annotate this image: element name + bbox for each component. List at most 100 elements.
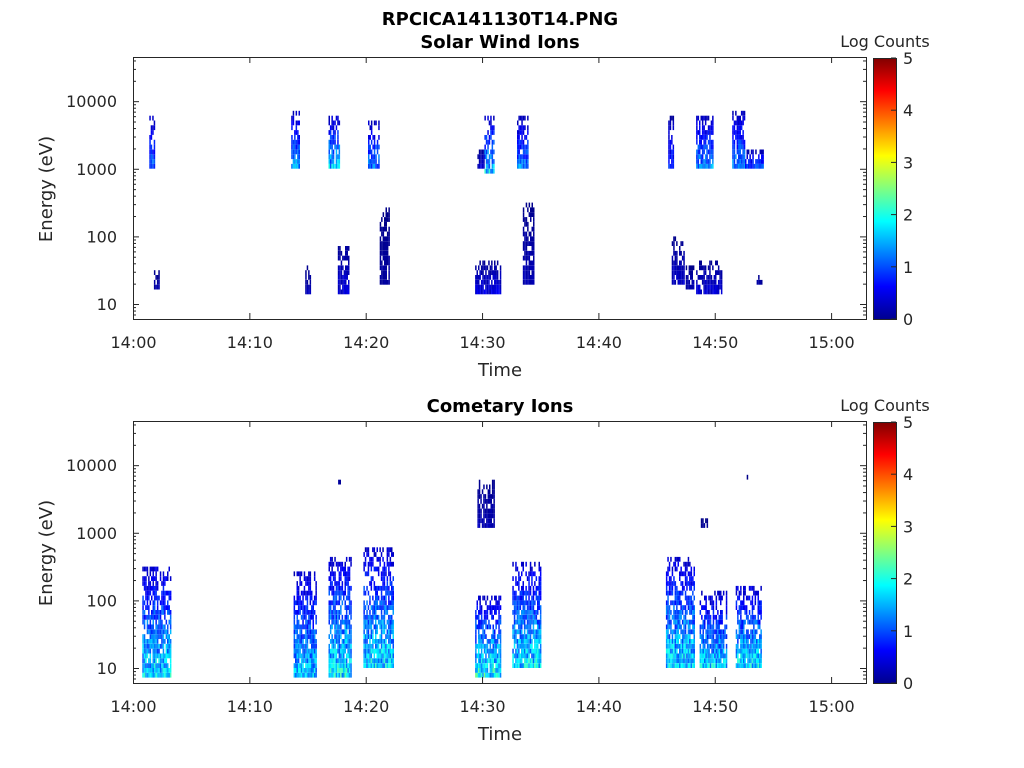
spectrogram-cell — [679, 260, 681, 266]
spectrogram-cell — [329, 639, 332, 644]
spectrogram-cell — [386, 619, 389, 625]
spectrogram-cell — [701, 605, 703, 610]
spectrogram-cell — [528, 634, 530, 639]
spectrogram-cell — [345, 284, 347, 290]
spectrogram-cell — [156, 614, 159, 620]
spectrogram-cell — [671, 639, 674, 644]
spectrogram-cell — [343, 566, 345, 572]
spectrogram-cell — [755, 159, 757, 164]
spectrogram-cell — [674, 610, 677, 615]
spectrogram-cell — [674, 581, 677, 586]
spectrogram-cell — [475, 643, 477, 649]
spectrogram-cell — [539, 614, 542, 620]
spectrogram-cell — [481, 523, 484, 528]
spectrogram-cell — [161, 658, 163, 664]
spectrogram-cell — [532, 600, 535, 606]
spectrogram-cell — [668, 576, 671, 581]
spectrogram-cell — [495, 605, 497, 610]
spectrogram-cell — [704, 605, 706, 610]
spectrogram-cell — [332, 576, 335, 581]
spectrogram-cell — [388, 265, 390, 271]
spectrogram-cell — [478, 668, 480, 673]
spectrogram-cell — [702, 619, 704, 625]
spectrogram-cell — [341, 581, 344, 586]
spectrogram-cell — [335, 144, 338, 150]
spectrogram-cell — [345, 658, 348, 664]
spectrogram-cell — [690, 571, 693, 577]
spectrogram-cell — [315, 614, 317, 620]
spectrogram-cell — [153, 629, 156, 635]
spectrogram-cell — [759, 624, 761, 630]
spectrogram-cell — [513, 653, 516, 659]
spectrogram-cell — [494, 643, 496, 649]
spectrogram-cell — [717, 265, 720, 271]
spectrogram-cell — [485, 634, 487, 639]
spectrogram-cell — [308, 614, 310, 620]
spectrogram-cell — [665, 634, 668, 639]
spectrogram-cell — [529, 600, 532, 606]
spectrogram-cell — [486, 668, 489, 673]
spectrogram-cell — [481, 163, 484, 169]
spectrogram-cell — [669, 154, 672, 160]
spectrogram-cell — [526, 658, 529, 664]
spectrogram-cell — [710, 130, 713, 135]
spectrogram-cell — [337, 600, 339, 606]
spectrogram-cell — [368, 120, 370, 126]
spectrogram-cell — [740, 135, 743, 140]
spectrogram-cell — [331, 163, 333, 169]
spectrogram-cell — [499, 672, 502, 678]
spectrogram-cell — [309, 571, 312, 577]
spectrogram-cell — [538, 605, 540, 610]
spectrogram-cell — [750, 634, 752, 639]
spectrogram-cell — [491, 265, 493, 271]
spectrogram-cell — [528, 571, 530, 577]
spectrogram-cell — [696, 139, 698, 145]
spectrogram-cell — [155, 581, 157, 586]
spectrogram-cell — [382, 270, 385, 275]
spectrogram-cell — [528, 279, 531, 285]
spectrogram-cell — [346, 250, 348, 256]
spectrogram-cell — [488, 605, 490, 610]
spectrogram-cell — [679, 270, 681, 275]
spectrogram-cell — [705, 639, 707, 644]
spectrogram-cell — [687, 619, 690, 625]
spectrogram-cell — [146, 672, 149, 678]
spectrogram-cell — [737, 643, 739, 649]
spectrogram-cell — [529, 643, 532, 649]
spectrogram-cell — [533, 221, 535, 227]
spectrogram-cell — [696, 270, 698, 275]
spectrogram-cell — [162, 658, 165, 664]
spectrogram-cell — [153, 284, 156, 290]
spectrogram-cell — [679, 634, 681, 639]
spectrogram-cell — [364, 605, 367, 610]
spectrogram-cell — [145, 658, 147, 664]
spectrogram-cell — [704, 614, 706, 620]
spectrogram-cell — [392, 552, 394, 557]
spectrogram-cell — [535, 653, 538, 659]
spectrogram-cell — [683, 643, 685, 649]
spectrogram-cell — [706, 643, 709, 649]
spectrogram-cell — [532, 634, 535, 639]
spectrogram-cell — [760, 585, 762, 591]
spectrogram-cell — [337, 115, 339, 121]
spectrogram-cell — [142, 658, 144, 664]
spectrogram-cell — [164, 658, 166, 664]
spectrogram-cell — [380, 639, 383, 644]
spectrogram-cell — [753, 643, 755, 649]
spectrogram-cell — [295, 130, 298, 135]
spectrogram-cell — [531, 246, 533, 251]
spectrogram-cell — [714, 639, 716, 644]
spectrogram-cell — [337, 144, 339, 150]
spectrogram-cell — [737, 648, 739, 654]
spectrogram-cell — [167, 634, 169, 639]
spectrogram-cell — [697, 284, 700, 290]
spectrogram-cell — [738, 629, 741, 635]
spectrogram-cell — [334, 600, 336, 606]
spectrogram-cell — [345, 634, 348, 639]
spectrogram-cell — [385, 585, 387, 591]
spectrogram-cell — [491, 508, 494, 514]
spectrogram-cell — [334, 653, 336, 659]
spectrogram-cell — [539, 653, 542, 659]
spectrogram-cell — [373, 658, 376, 664]
spectrogram-cell — [750, 585, 752, 591]
